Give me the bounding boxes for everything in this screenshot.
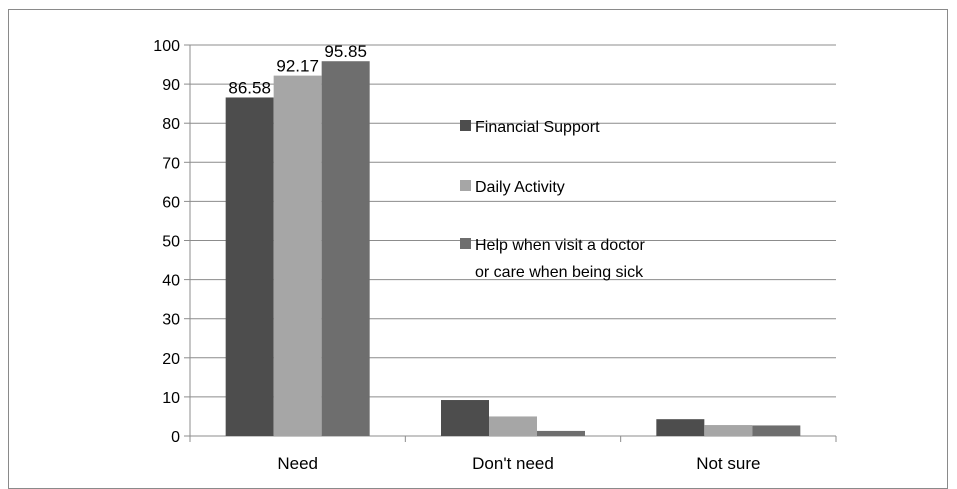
legend-swatch — [460, 120, 471, 131]
y-tick-label: 20 — [162, 351, 180, 368]
data-label: 86.58 — [228, 78, 271, 97]
y-tick-label: 90 — [162, 77, 180, 94]
y-tick-label: 10 — [162, 390, 180, 407]
bar — [537, 430, 585, 436]
bar — [752, 425, 801, 436]
bar — [273, 75, 322, 437]
y-tick-label: 0 — [171, 429, 180, 446]
y-tick-label: 70 — [162, 155, 180, 172]
bar — [489, 416, 537, 436]
bar — [704, 425, 753, 436]
data-label: 92.17 — [276, 57, 319, 76]
y-tick-label: 50 — [162, 234, 180, 251]
legend-label: or care when being sick — [475, 264, 644, 281]
bar — [225, 97, 274, 436]
bar — [656, 419, 705, 436]
legend: Financial Support Daily Activity Help when… — [460, 119, 646, 281]
x-category-label: Need — [277, 454, 318, 473]
bars — [225, 61, 801, 437]
legend-label: Financial Support — [475, 119, 600, 136]
x-category-label: Don't need — [472, 454, 554, 473]
labels: Need Don't need Not sure 86.58 92.17 95.85 — [228, 42, 760, 473]
y-tick-label: 80 — [162, 116, 180, 133]
x-category-label: Not sure — [696, 454, 760, 473]
y-tick-label: 40 — [162, 273, 180, 290]
axes: 0 10 20 30 40 50 60 70 80 90 100 — [153, 38, 837, 446]
legend-swatch — [460, 238, 471, 249]
y-tick-label: 30 — [162, 312, 180, 329]
data-label: 95.85 — [324, 42, 367, 61]
bar — [321, 61, 370, 436]
bar — [441, 400, 489, 436]
legend-label: Help when visit a doctor — [475, 237, 646, 254]
y-tick-label: 100 — [153, 38, 180, 55]
legend-label: Daily Activity — [475, 179, 565, 196]
legend-swatch — [460, 180, 471, 191]
y-tick-label: 60 — [162, 194, 180, 211]
